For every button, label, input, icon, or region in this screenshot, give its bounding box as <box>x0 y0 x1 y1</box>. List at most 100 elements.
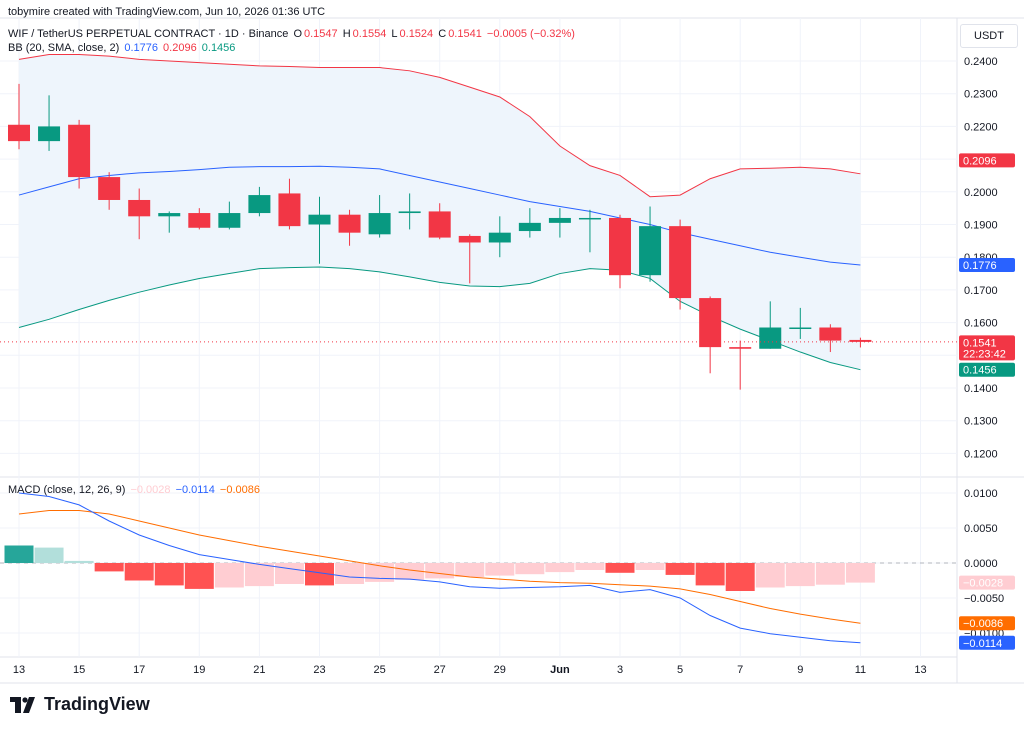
time-tick-label: 29 <box>494 664 506 676</box>
candle-body <box>8 124 30 142</box>
bb-legend[interactable]: BB (20, SMA, close, 2) 0.1776 0.2096 0.1… <box>8 42 237 54</box>
candle-body <box>548 217 571 223</box>
macd-hist-bar <box>695 563 725 586</box>
time-tick-label: 21 <box>253 664 265 676</box>
last-price-tag-bg <box>959 335 1015 361</box>
macd-hist-bar <box>485 563 515 576</box>
time-tick-label: 7 <box>737 664 743 676</box>
candle-body <box>458 235 481 243</box>
candle-body <box>609 217 631 276</box>
price-tick-label: 0.1900 <box>964 220 998 232</box>
bb-upper-tag-text: 0.2096 <box>963 155 997 167</box>
bb-label: BB (20, SMA, close, 2) <box>8 42 120 54</box>
candle-body <box>338 214 361 233</box>
macd-hist-bar <box>425 563 455 579</box>
time-tick-label: 15 <box>73 664 85 676</box>
time-tick-label: 13 <box>914 664 926 676</box>
time-tick-label: 5 <box>677 664 683 676</box>
bb-basis-value: 0.1776 <box>124 42 158 54</box>
symbol-title: WIF / TetherUS PERPETUAL CONTRACT · 1D ·… <box>8 28 289 40</box>
macd-legend[interactable]: MACD (close, 12, 26, 9) −0.0028 −0.0114 … <box>8 484 262 496</box>
symbol-legend: WIF / TetherUS PERPETUAL CONTRACT · 1D ·… <box>8 28 577 40</box>
candle-body <box>38 126 61 142</box>
bb-lower-tag-bg <box>959 362 1015 377</box>
time-tick-label: 27 <box>434 664 446 676</box>
bb-basis-tag-bg <box>959 258 1015 273</box>
macd-hist-bar <box>154 563 184 586</box>
attribution: tobymire created with TradingView.com, J… <box>8 6 326 18</box>
price-tick-label: 0.2200 <box>964 121 998 133</box>
candle-body <box>699 298 722 348</box>
tradingview-logo[interactable]: TradingView <box>10 694 150 715</box>
candle-body <box>518 222 541 232</box>
time-tick-label: 3 <box>617 664 623 676</box>
time-tick-label: Jun <box>550 664 570 676</box>
price-tick-label: 0.1400 <box>964 383 998 395</box>
bb-lower-tag-text: 0.1456 <box>963 365 997 377</box>
bb-basis-line <box>18 165 861 266</box>
macd-hist-value: −0.0028 <box>130 484 171 496</box>
macd-tick-label: 0.0100 <box>964 488 998 500</box>
close-label: C <box>438 28 447 40</box>
candle-body <box>68 124 91 178</box>
time-tick-label: 17 <box>133 664 145 676</box>
macd-line-value: −0.0114 <box>175 484 215 496</box>
last-price-tag-text: 22:23:42 <box>963 348 1006 360</box>
time-tick-label: 9 <box>797 664 803 676</box>
candle-body <box>669 226 692 299</box>
macd-hist-bar <box>4 545 34 563</box>
candle-body <box>428 211 451 238</box>
candle-body <box>578 217 601 220</box>
macd-signal-tag-bg <box>959 616 1015 631</box>
macd-hist-bar <box>244 563 274 587</box>
low-value: 0.1524 <box>399 28 434 40</box>
price-tick-label: 0.2400 <box>964 56 998 68</box>
macd-hist-bar <box>665 563 695 575</box>
high-label: H <box>342 28 351 40</box>
macd-tick-label: −0.0050 <box>964 593 1004 605</box>
macd-hist-bar <box>305 563 334 586</box>
open-value: 0.1547 <box>304 28 338 40</box>
candle-body <box>488 232 511 243</box>
macd-hist-bar <box>575 563 605 570</box>
macd-hist-tag: −0.0028 <box>959 575 1015 590</box>
candle-body <box>849 339 872 342</box>
candle-body <box>278 193 301 227</box>
candle-body <box>308 214 331 225</box>
candle-body <box>248 195 271 214</box>
candle-body <box>639 226 662 276</box>
time-tick-label: 11 <box>855 664 866 676</box>
macd-line <box>18 492 861 644</box>
bb-upper-value: 0.2096 <box>163 42 197 54</box>
macd-hist-bar <box>845 563 875 583</box>
candle-body <box>128 199 151 217</box>
macd-hist-bar <box>545 563 575 573</box>
price-tick-label: 0.2300 <box>964 89 998 101</box>
macd-hist-tag-text: −0.0028 <box>963 578 1003 590</box>
time-tick-label: 25 <box>373 664 385 676</box>
macd-label: MACD (close, 12, 26, 9) <box>8 484 126 496</box>
bb-basis-tag: 0.1776 <box>959 258 1015 273</box>
currency-button[interactable]: USDT <box>960 24 1018 48</box>
macd-signal-line <box>18 510 861 624</box>
candle-body <box>789 327 812 330</box>
macd-tick-label: 0.0050 <box>964 523 998 535</box>
bb-upper-line <box>18 53 861 198</box>
low-label: L <box>391 28 398 40</box>
macd-hist-bar <box>34 547 64 563</box>
time-tick-label: 13 <box>13 664 25 676</box>
macd-hist-bar <box>335 563 365 584</box>
candle-body <box>819 327 842 341</box>
macd-hist-bar <box>605 563 635 573</box>
candle-body <box>368 213 391 235</box>
macd-signal-tag-text: −0.0086 <box>963 618 1003 630</box>
price-pane <box>0 53 957 390</box>
open-label: O <box>293 28 302 40</box>
candle-body <box>188 213 211 228</box>
macd-hist-bar <box>725 563 755 591</box>
macd-hist-bar <box>214 563 244 588</box>
macd-hist-bar <box>94 563 124 572</box>
